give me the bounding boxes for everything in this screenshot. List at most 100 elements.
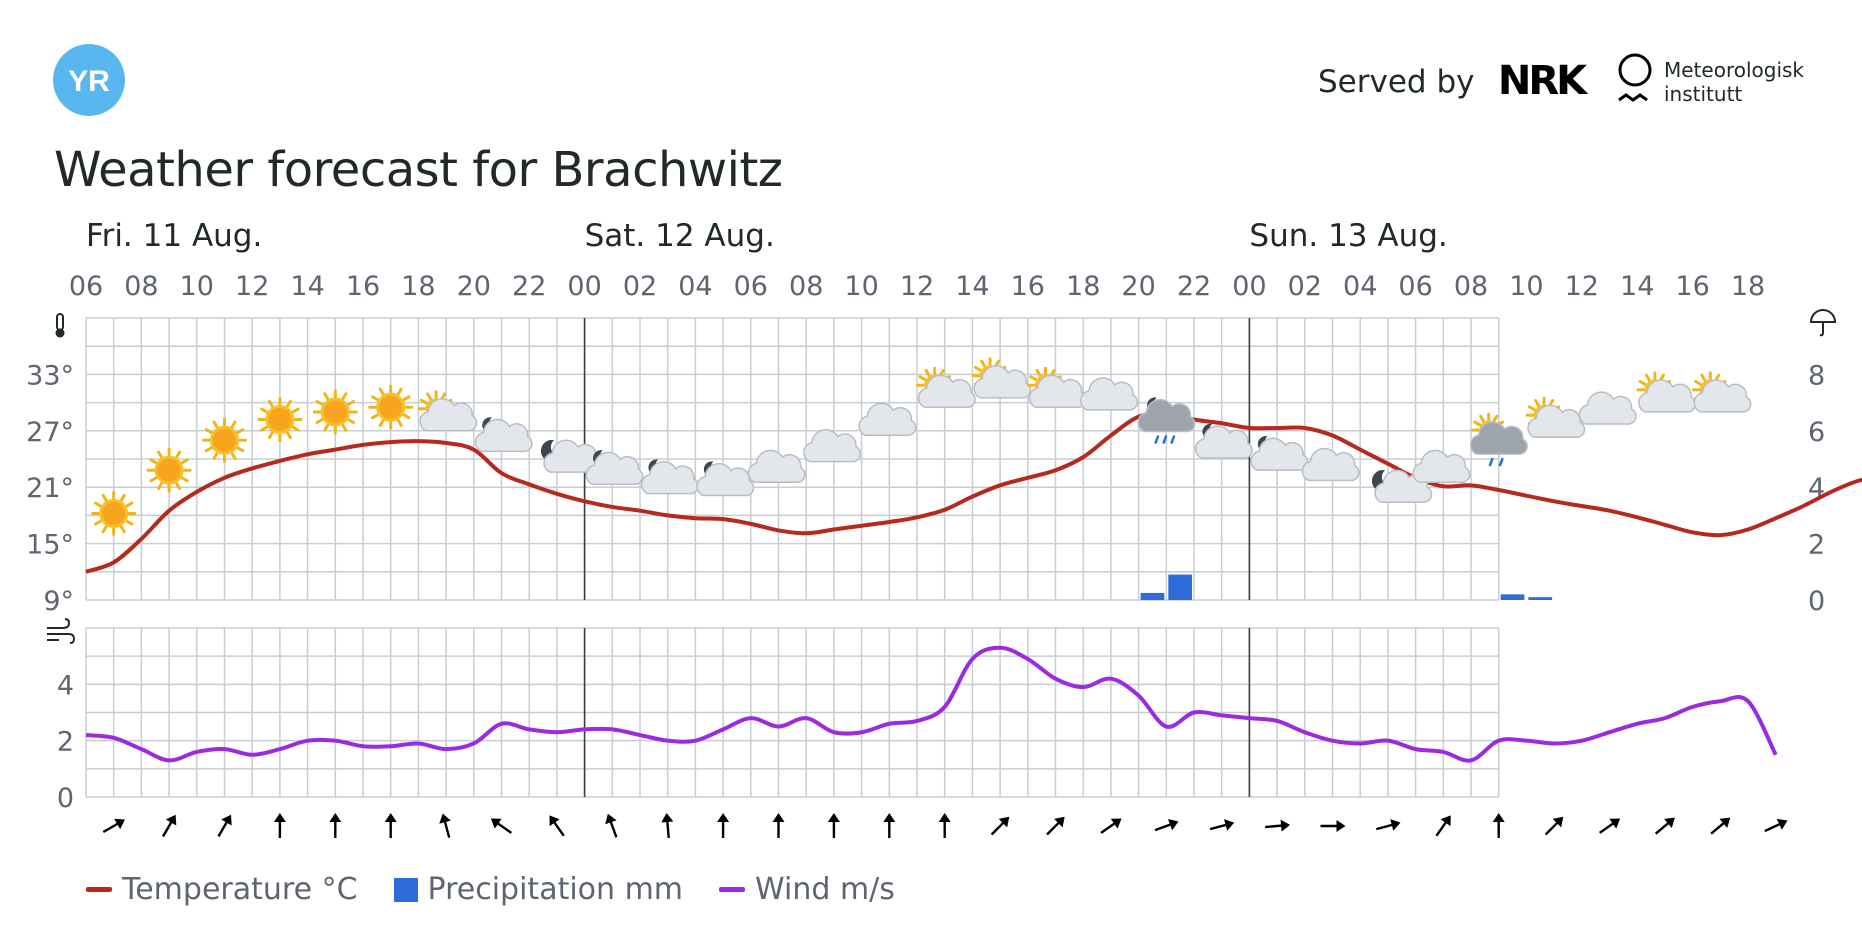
arrow-head bbox=[439, 813, 451, 824]
sun-ray bbox=[1644, 373, 1651, 382]
rain-drop bbox=[1488, 457, 1494, 467]
arrow-head bbox=[1440, 815, 1451, 827]
sun-ray bbox=[267, 399, 274, 409]
arrow-head bbox=[1664, 817, 1675, 829]
weather-symbol-cloud-moon-icon bbox=[1250, 436, 1309, 471]
arrow-head bbox=[165, 814, 177, 826]
hour-tick-label: 00 bbox=[567, 271, 601, 302]
hour-tick-label: 06 bbox=[69, 271, 103, 302]
wind-direction-arrow bbox=[1100, 818, 1122, 834]
wind-direction-arrow bbox=[772, 813, 785, 838]
arrow-head bbox=[549, 815, 560, 827]
arrow-head bbox=[1110, 818, 1122, 829]
wind-direction-arrow bbox=[439, 813, 451, 838]
sun-disc bbox=[265, 405, 295, 435]
sun-ray bbox=[402, 395, 411, 402]
wind-direction-arrow bbox=[273, 813, 286, 838]
weather-symbol-clear-sun-icon bbox=[202, 417, 247, 463]
hour-tick-label: 16 bbox=[1011, 271, 1045, 302]
legend-wind-label: Wind m/s bbox=[755, 872, 895, 907]
sun-ray bbox=[157, 481, 164, 490]
arrow-head bbox=[772, 813, 785, 822]
sun-ray bbox=[1473, 420, 1482, 427]
sun-ray bbox=[1479, 414, 1486, 423]
arrow-head bbox=[998, 816, 1010, 828]
wind-direction-arrow bbox=[605, 813, 618, 838]
sun-ray bbox=[323, 392, 330, 401]
wind-direction-arrow bbox=[329, 813, 342, 838]
sun-ray bbox=[291, 407, 300, 414]
sun-ray bbox=[119, 493, 126, 503]
cloud-shape bbox=[1194, 425, 1253, 459]
hour-tick-label: 12 bbox=[1565, 271, 1599, 302]
day-label: Sun. 13 Aug. bbox=[1249, 218, 1447, 254]
precipitation-axis-label: 6 bbox=[1808, 417, 1825, 448]
legend-wind-swatch bbox=[719, 887, 746, 892]
hour-tick-label: 04 bbox=[678, 271, 712, 302]
wind-direction-arrow bbox=[1492, 813, 1505, 838]
sun-ray bbox=[1492, 414, 1499, 423]
weather-symbol-fair-day-cloud-icon bbox=[1691, 371, 1752, 413]
umbrella-icon bbox=[1809, 309, 1837, 337]
day-label: Fri. 11 Aug. bbox=[86, 218, 262, 254]
cloud-shape bbox=[917, 374, 976, 408]
precipitation-axis-label: 8 bbox=[1808, 360, 1825, 391]
sun-ray bbox=[924, 368, 931, 378]
cloud-shape bbox=[1250, 437, 1309, 471]
sun-ray bbox=[1694, 379, 1703, 386]
sun-ray bbox=[212, 420, 219, 429]
legend-wind: Wind m/s bbox=[719, 872, 895, 907]
precipitation-axis-label: 0 bbox=[1808, 586, 1825, 617]
hour-tick-label: 18 bbox=[401, 271, 435, 302]
legend-temperature-swatch bbox=[86, 887, 112, 892]
legend-precipitation-swatch bbox=[393, 877, 418, 902]
hour-tick-label: 12 bbox=[235, 271, 269, 302]
sun-ray bbox=[1700, 373, 1707, 382]
sun-ray bbox=[346, 418, 355, 424]
temperature-axis-label: 21° bbox=[26, 473, 74, 504]
arrow-head bbox=[605, 813, 617, 825]
cloud-shape bbox=[858, 402, 917, 437]
sun-ray bbox=[101, 493, 108, 503]
temperature-line bbox=[85, 410, 1862, 574]
legend-precipitation: Precipitation mm bbox=[393, 872, 684, 907]
hour-tick-label: 22 bbox=[512, 271, 546, 302]
sun-ray bbox=[402, 413, 411, 420]
sun-ray bbox=[267, 431, 274, 440]
arrow-head bbox=[1054, 816, 1065, 828]
legend-precipitation-label: Precipitation mm bbox=[427, 872, 684, 907]
sun-ray bbox=[180, 476, 189, 483]
wind-grid bbox=[85, 627, 1500, 798]
cloud-shape bbox=[474, 418, 533, 453]
sun-ray bbox=[291, 425, 300, 432]
wind-axis-icon bbox=[47, 618, 76, 644]
wind-direction-arrow bbox=[162, 814, 177, 837]
cloud-shape bbox=[1080, 377, 1139, 411]
wind-direction-arrow bbox=[883, 813, 896, 838]
sun-ray bbox=[426, 392, 433, 401]
rain-drop bbox=[1170, 435, 1176, 444]
sun-ray bbox=[371, 395, 380, 402]
weather-symbol-cloud-moon-icon bbox=[585, 450, 644, 486]
sun-ray bbox=[235, 428, 245, 435]
wind-axis-label: 2 bbox=[57, 727, 74, 758]
rain-drop bbox=[1162, 435, 1168, 444]
arrow-head bbox=[1776, 818, 1788, 830]
sun-ray bbox=[94, 519, 103, 526]
sun-ray bbox=[341, 423, 348, 432]
arrow-head bbox=[1336, 820, 1346, 832]
hour-tick-label: 14 bbox=[1620, 271, 1654, 302]
sun-ray bbox=[157, 450, 164, 459]
wind-direction-arrow bbox=[1654, 817, 1675, 835]
hour-tick-label: 22 bbox=[1177, 271, 1211, 302]
hour-tick-label: 04 bbox=[1343, 271, 1377, 302]
sun-disc bbox=[154, 455, 184, 485]
sun-ray bbox=[1029, 375, 1038, 382]
hour-tick-label: 20 bbox=[1121, 271, 1155, 302]
hour-tick-label: 08 bbox=[124, 271, 158, 302]
sun-ray bbox=[260, 407, 269, 414]
sun-ray bbox=[260, 425, 269, 432]
cloud-shape bbox=[1469, 421, 1528, 455]
weather-symbol-cloud-moon-icon bbox=[1194, 423, 1253, 459]
weather-symbol-fair-day-cloud-icon bbox=[417, 390, 478, 432]
